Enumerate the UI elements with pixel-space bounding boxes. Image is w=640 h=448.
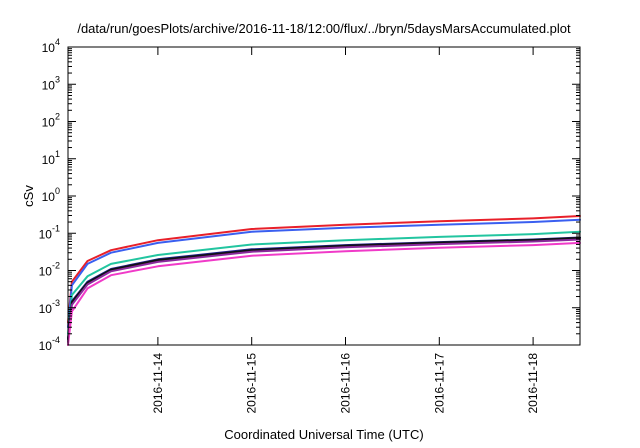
series-line-2 <box>67 218 581 329</box>
series-line-1 <box>67 215 581 324</box>
y-tick-label: 10-1 <box>39 223 60 241</box>
y-tick-label: 10-2 <box>39 261 60 279</box>
x-tick-label: 2016-11-18 <box>526 353 540 414</box>
y-tick-label: 100 <box>42 186 60 204</box>
x-tick-label: 2016-11-14 <box>151 353 165 414</box>
y-axis-title: cSv <box>21 185 36 207</box>
x-tick-label: 2016-11-15 <box>245 353 259 414</box>
x-tick-label: 2016-11-17 <box>432 353 446 414</box>
plot-frame <box>67 46 581 346</box>
series-line-6 <box>67 238 581 344</box>
y-tick-label: 103 <box>42 74 60 92</box>
y-tick-label: 104 <box>42 37 60 55</box>
series-line-3 <box>67 230 581 335</box>
y-tick-label: 10-4 <box>39 335 60 353</box>
series-line-7 <box>67 241 581 346</box>
series-layer <box>67 215 581 346</box>
y-axis: 10-4 10-3 10-2 10-1 100 101 102 103 104 <box>39 37 580 353</box>
chart-title: /data/run/goesPlots/archive/2016-11-18/1… <box>77 21 571 36</box>
x-tick-label: 2016-11-16 <box>338 353 352 414</box>
x-axis: 2016-11-14 2016-11-15 2016-11-16 2016-11-17… <box>151 47 540 414</box>
y-tick-label: 101 <box>42 149 60 167</box>
series-line-5 <box>67 236 581 341</box>
y-tick-label: 10-3 <box>39 298 60 316</box>
y-tick-label: 102 <box>42 112 60 130</box>
x-axis-title: Coordinated Universal Time (UTC) <box>224 427 423 442</box>
